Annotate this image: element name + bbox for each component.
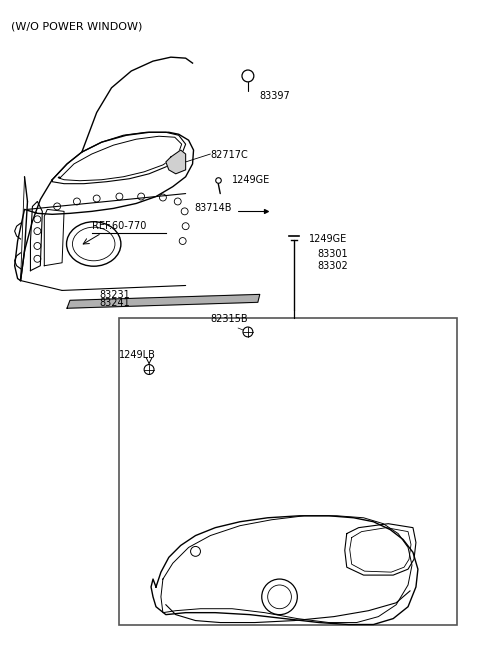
Text: 83241: 83241 <box>100 298 131 309</box>
Text: 83231: 83231 <box>100 290 131 301</box>
Bar <box>120 318 457 624</box>
Text: 83714B: 83714B <box>194 204 232 214</box>
Text: 1249LB: 1249LB <box>120 350 156 360</box>
Text: 1249GE: 1249GE <box>309 234 348 244</box>
Text: (W/O POWER WINDOW): (W/O POWER WINDOW) <box>11 22 142 31</box>
Text: 83301: 83301 <box>317 249 348 259</box>
Polygon shape <box>67 294 260 309</box>
Text: 82717C: 82717C <box>210 150 248 160</box>
Text: 82315B: 82315B <box>210 314 248 324</box>
Text: 83302: 83302 <box>317 261 348 271</box>
Polygon shape <box>166 150 186 174</box>
Text: 83397: 83397 <box>260 91 290 101</box>
Text: 1249GE: 1249GE <box>232 175 270 185</box>
Text: REF.60-770: REF.60-770 <box>92 221 146 231</box>
